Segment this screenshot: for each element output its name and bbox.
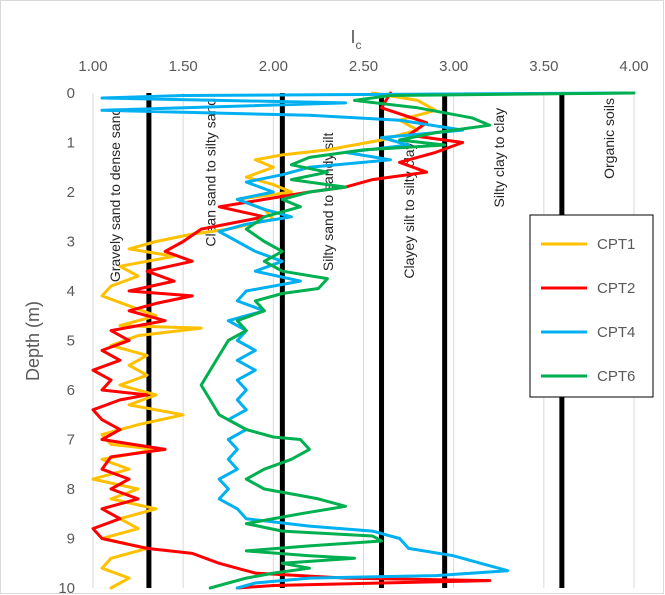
legend-label: CPT6 bbox=[597, 368, 635, 385]
x-tick-label: 2.00 bbox=[259, 58, 288, 75]
x-axis-title-main: I bbox=[350, 27, 355, 47]
y-tick-label: 3 bbox=[67, 234, 75, 251]
y-tick-label: 5 bbox=[67, 333, 75, 350]
legend: CPT1 CPT2 CPT4 CPT6 bbox=[529, 214, 654, 398]
series-layer bbox=[91, 91, 636, 590]
y-tick-label: 8 bbox=[67, 481, 75, 498]
y-tick-label: 2 bbox=[67, 184, 75, 201]
zone-label: Silty clay to clay bbox=[491, 108, 507, 208]
x-tick-label: 1.50 bbox=[169, 58, 198, 75]
x-tick-label: 4.00 bbox=[619, 58, 648, 75]
zone-label: Organic soils bbox=[601, 98, 617, 179]
zone-label: Clean sand to silty sand bbox=[203, 98, 219, 247]
x-tick-label: 3.00 bbox=[439, 58, 468, 75]
y-tick-label: 0 bbox=[67, 85, 75, 102]
y-tick-labels: 0 1 2 3 4 5 6 7 8 9 10 bbox=[58, 85, 75, 595]
series-line-cpt1 bbox=[91, 91, 438, 590]
legend-label: CPT1 bbox=[597, 236, 635, 253]
legend-items: CPT1 CPT2 CPT4 CPT6 bbox=[541, 236, 635, 385]
series-line-cpt6 bbox=[199, 91, 636, 590]
x-tick-label: 2.50 bbox=[349, 58, 378, 75]
y-tick-label: 9 bbox=[67, 531, 75, 548]
y-tick-label: 6 bbox=[67, 382, 75, 399]
zone-label: Gravely sand to dense sand bbox=[107, 108, 123, 282]
x-tick-label: 1.00 bbox=[78, 58, 107, 75]
x-axis-title-subscript: c bbox=[356, 38, 362, 52]
y-axis-title: Depth (m) bbox=[23, 301, 43, 381]
legend-label: CPT4 bbox=[597, 324, 635, 341]
x-tick-labels: 1.00 1.50 2.00 2.50 3.00 3.50 4.00 bbox=[78, 58, 648, 75]
x-tick-label: 3.50 bbox=[529, 58, 558, 75]
legend-label: CPT2 bbox=[597, 280, 635, 297]
x-axis-title: Ic bbox=[350, 27, 361, 52]
y-tick-label: 4 bbox=[67, 283, 75, 300]
y-tick-label: 10 bbox=[58, 580, 75, 595]
y-tick-label: 7 bbox=[67, 432, 75, 449]
series-line-cpt2 bbox=[91, 91, 492, 590]
y-tick-label: 1 bbox=[67, 135, 75, 152]
